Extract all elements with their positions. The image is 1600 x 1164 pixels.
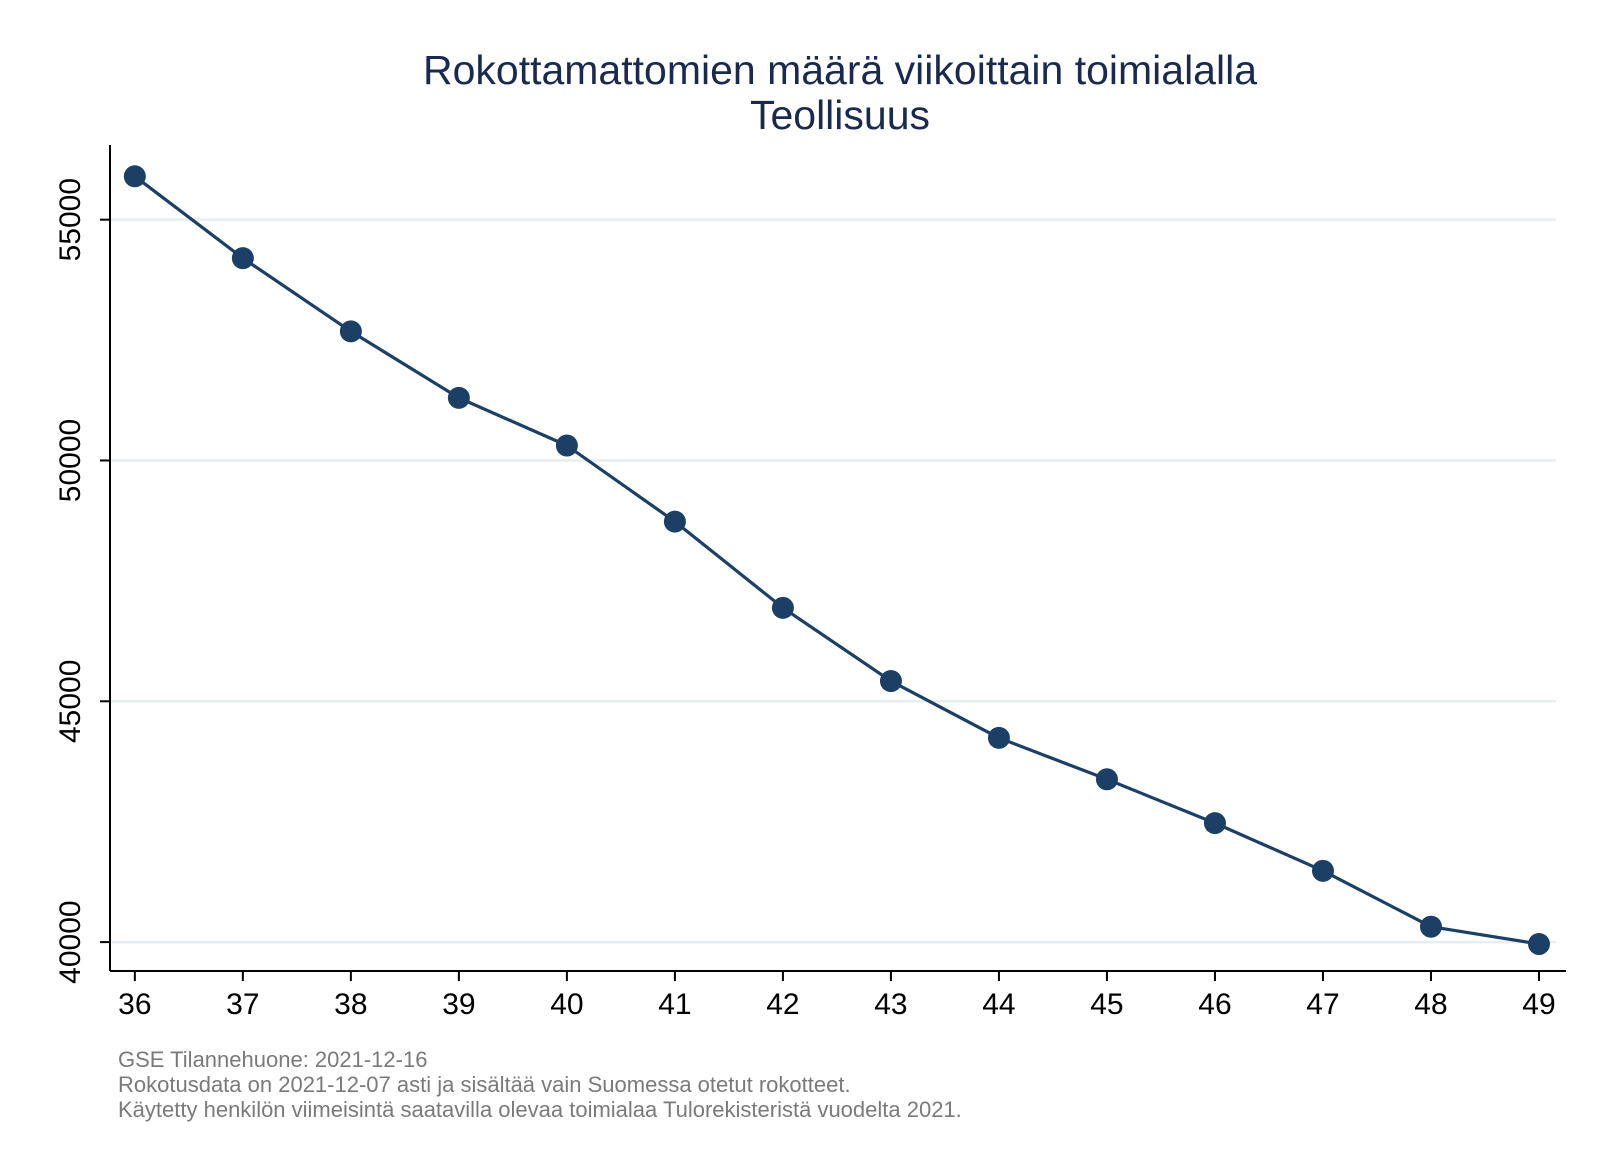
data-point — [1095, 768, 1118, 791]
data-point — [447, 386, 470, 409]
x-tick-label: 45 — [1090, 988, 1123, 1021]
data-point — [339, 320, 362, 343]
x-tick-label: 47 — [1306, 988, 1339, 1021]
x-tick-label: 38 — [334, 988, 367, 1021]
data-series — [123, 165, 1550, 956]
footnote-method: Käytetty henkilön viimeisintä saatavilla… — [118, 1097, 962, 1122]
data-point — [987, 726, 1010, 749]
footnotes: GSE Tilannehuone: 2021-12-16 Rokotusdata… — [118, 1047, 962, 1122]
data-point — [1419, 915, 1442, 938]
data-point — [555, 434, 578, 457]
x-tick-label: 49 — [1522, 988, 1555, 1021]
x-tick-label: 37 — [226, 988, 259, 1021]
data-point — [1527, 933, 1550, 956]
y-tick-label: 40000 — [54, 900, 87, 983]
grid-lines — [110, 218, 1556, 944]
x-tick-label: 46 — [1198, 988, 1231, 1021]
chart-title: Rokottamattomien määrä viikoittain toimi… — [423, 47, 1257, 93]
y-axis-ticks: 40000 45000 50000 55000 — [54, 178, 110, 984]
x-tick-label: 41 — [658, 988, 691, 1021]
x-tick-label: 42 — [766, 988, 799, 1021]
data-point — [231, 247, 254, 270]
y-tick-label: 45000 — [54, 660, 87, 743]
y-tick-label: 55000 — [54, 178, 87, 261]
data-point — [1311, 859, 1334, 882]
data-point — [123, 165, 146, 188]
footnote-source: GSE Tilannehuone: 2021-12-16 — [118, 1047, 427, 1072]
x-tick-label: 40 — [550, 988, 583, 1021]
x-tick-label: 48 — [1414, 988, 1447, 1021]
x-tick-label: 43 — [874, 988, 907, 1021]
data-point — [1203, 812, 1226, 835]
x-axis-ticks: 36 37 38 39 40 41 42 43 44 45 46 47 48 49 — [118, 971, 1556, 1021]
data-point — [663, 510, 686, 533]
axes — [109, 145, 1566, 972]
series-line — [133, 175, 1540, 946]
chart-subtitle: Teollisuus — [750, 92, 930, 138]
x-tick-label: 36 — [118, 988, 151, 1021]
x-tick-label: 44 — [982, 988, 1015, 1021]
y-tick-label: 50000 — [54, 419, 87, 502]
footnote-data-range: Rokotusdata on 2021-12-07 asti ja sisält… — [118, 1072, 851, 1097]
data-point — [771, 596, 794, 619]
data-point — [879, 670, 902, 693]
x-tick-label: 39 — [442, 988, 475, 1021]
